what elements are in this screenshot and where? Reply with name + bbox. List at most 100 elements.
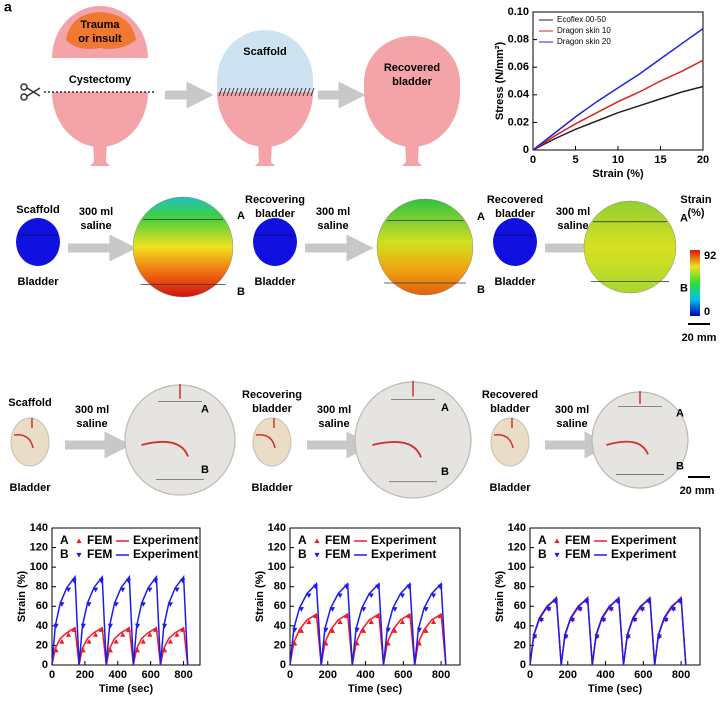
- fem-point: [337, 593, 343, 599]
- label: Bladder: [495, 276, 537, 288]
- label: saline: [557, 220, 588, 232]
- fem-point: [639, 607, 645, 612]
- bladder-sim: [493, 218, 537, 266]
- label: saline: [318, 418, 349, 430]
- legend-label: Experiment: [133, 533, 198, 547]
- label: 300 ml: [317, 404, 351, 416]
- y-tick-label: 0.08: [508, 34, 529, 46]
- label: Bladder: [255, 276, 297, 288]
- y-tick-label: 80: [274, 581, 286, 593]
- x-tick-label: 600: [394, 669, 412, 681]
- fem-point: [65, 632, 72, 637]
- fem-point: [147, 632, 153, 637]
- label: Scaffold: [16, 204, 59, 216]
- y-axis-label: Stress (N/mm²): [494, 42, 506, 121]
- label: A: [201, 404, 209, 416]
- hatch: [290, 87, 295, 97]
- x-tick-label: 200: [319, 669, 337, 681]
- fem-point: [92, 632, 99, 637]
- label: saline: [556, 418, 587, 430]
- fem-point: [546, 607, 552, 612]
- bladder-neck: [90, 140, 110, 166]
- x-tick-label: 200: [559, 669, 577, 681]
- label: B: [441, 466, 449, 478]
- legend-marker: [554, 538, 560, 544]
- fem-point: [59, 638, 65, 644]
- series-line: [51, 626, 189, 666]
- legend-marker: [314, 552, 320, 558]
- bladder: [364, 36, 460, 92]
- legend-label: Dragon skin 20: [557, 37, 611, 46]
- hatch: [234, 87, 239, 97]
- label: a: [4, 0, 12, 15]
- y-tick-label: 120: [30, 541, 48, 553]
- x-axis-label: Strain (%): [592, 168, 644, 180]
- label: A: [441, 402, 449, 414]
- legend-label: FEM: [565, 547, 590, 561]
- fem-point: [423, 628, 429, 633]
- bladder-neck: [402, 140, 422, 166]
- bladder-lower: [52, 92, 148, 147]
- y-tick-label: 0: [520, 659, 526, 671]
- y-tick-label: 40: [514, 620, 526, 632]
- fem-point: [399, 593, 405, 599]
- legend-marker: [76, 552, 82, 558]
- series-line: [51, 574, 189, 666]
- series-line: [289, 582, 447, 666]
- label: bladder: [252, 403, 292, 415]
- label: A: [676, 408, 684, 420]
- plot-frame: [529, 527, 701, 666]
- bladder-lower: [217, 92, 313, 147]
- label: Bladder: [18, 276, 60, 288]
- x-axis-label: Time (sec): [588, 683, 643, 695]
- marker-curve: [372, 441, 422, 458]
- y-tick-label: 40: [274, 620, 286, 632]
- series-line: [289, 612, 447, 666]
- fem-point: [113, 638, 119, 644]
- y-tick-label: 100: [30, 561, 48, 573]
- legend-group: B: [298, 547, 307, 561]
- label: Cystectomy: [69, 74, 132, 86]
- x-tick-label: 0: [49, 669, 55, 681]
- y-tick-label: 140: [30, 522, 48, 534]
- label: Bladder: [252, 482, 294, 494]
- hatch: [222, 87, 227, 97]
- x-tick-label: 600: [634, 669, 652, 681]
- fem-point: [120, 632, 126, 637]
- label: (%): [687, 207, 704, 219]
- colorbar-max: 92: [704, 250, 716, 262]
- x-tick-label: 400: [356, 669, 374, 681]
- legend-label: Experiment: [611, 547, 676, 561]
- hatch: [226, 87, 231, 97]
- hatch: [246, 87, 251, 97]
- y-tick-label: 80: [514, 581, 526, 593]
- y-tick-label: 140: [268, 522, 286, 534]
- label: Strain: [680, 194, 711, 206]
- fem-point: [663, 617, 669, 623]
- bladder-photo: [252, 417, 292, 467]
- hatch: [302, 87, 307, 97]
- injury: [66, 12, 136, 49]
- hatch: [254, 87, 259, 97]
- label: saline: [76, 418, 107, 430]
- hatch: [230, 87, 235, 97]
- label: saline: [80, 220, 111, 232]
- fem-point: [306, 619, 312, 625]
- y-tick-label: 100: [268, 561, 286, 573]
- y-tick-label: 20: [36, 639, 48, 651]
- hatch: [266, 87, 271, 97]
- y-axis-label: Strain (%): [254, 570, 266, 622]
- y-tick-label: 0.02: [508, 116, 529, 128]
- y-tick-label: 0.04: [508, 89, 530, 101]
- y-tick-label: 0.10: [508, 6, 529, 18]
- legend-label: FEM: [565, 533, 590, 547]
- label: Recovered: [482, 389, 538, 401]
- fem-point: [632, 617, 638, 623]
- hatch: [310, 87, 315, 97]
- y-tick-label: 20: [274, 639, 286, 651]
- fem-point: [368, 593, 374, 599]
- hatch: [262, 87, 267, 97]
- bladder-neck: [255, 140, 275, 166]
- label: bladder: [392, 76, 432, 88]
